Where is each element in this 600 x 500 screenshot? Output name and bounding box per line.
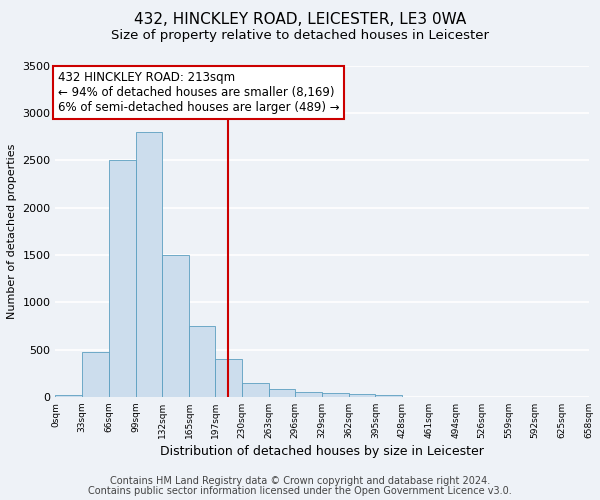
X-axis label: Distribution of detached houses by size in Leicester: Distribution of detached houses by size …: [160, 445, 484, 458]
Bar: [55, 395, 82, 397]
Bar: [189, 326, 215, 397]
Bar: [215, 359, 242, 397]
Bar: [109, 160, 136, 397]
Bar: [376, 395, 402, 397]
Bar: [136, 132, 163, 397]
Bar: [349, 394, 376, 397]
Text: 432 HINCKLEY ROAD: 213sqm
← 94% of detached houses are smaller (8,169)
6% of sem: 432 HINCKLEY ROAD: 213sqm ← 94% of detac…: [58, 71, 340, 114]
Bar: [322, 393, 349, 397]
Bar: [295, 392, 322, 397]
Text: Size of property relative to detached houses in Leicester: Size of property relative to detached ho…: [111, 28, 489, 42]
Text: 432, HINCKLEY ROAD, LEICESTER, LE3 0WA: 432, HINCKLEY ROAD, LEICESTER, LE3 0WA: [134, 12, 466, 28]
Bar: [242, 382, 269, 397]
Bar: [269, 390, 295, 397]
Bar: [82, 352, 109, 397]
Text: Contains public sector information licensed under the Open Government Licence v3: Contains public sector information licen…: [88, 486, 512, 496]
Y-axis label: Number of detached properties: Number of detached properties: [7, 144, 17, 319]
Bar: [163, 255, 189, 397]
Text: Contains HM Land Registry data © Crown copyright and database right 2024.: Contains HM Land Registry data © Crown c…: [110, 476, 490, 486]
